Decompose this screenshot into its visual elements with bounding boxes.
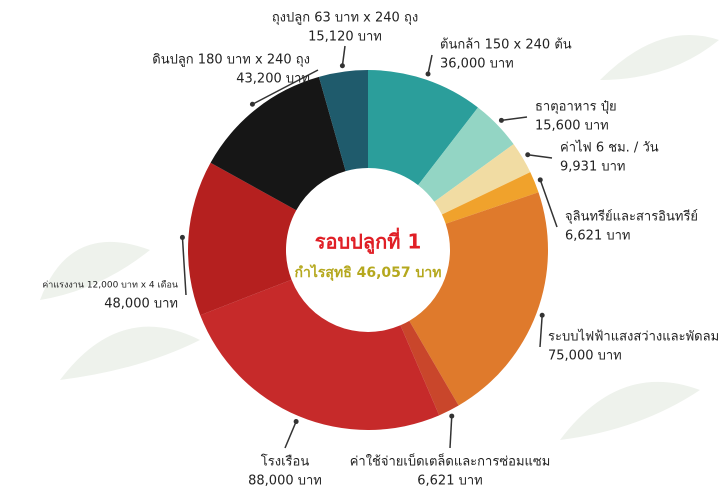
segment-label: ต้นกล้า 150 x 240 ต้น: [440, 38, 572, 53]
leader-dot: [294, 419, 299, 424]
leader-dot: [340, 63, 345, 68]
segment-value: 88,000 บาท: [248, 474, 322, 489]
segment-label: ธาตุอาหาร ปุ๋ย: [535, 100, 617, 115]
leader-line: [342, 46, 345, 66]
leader-line: [501, 117, 527, 120]
segment-value: 43,200 บาท: [236, 72, 310, 87]
leader-line: [428, 55, 432, 74]
segment-label: จุลินทรีย์และสารอินทรีย์: [565, 209, 698, 225]
leader-dot: [538, 177, 543, 182]
center-title: รอบปลูกที่ 1: [315, 227, 422, 256]
leader-line: [285, 422, 296, 448]
segment-label: ถุงปลูก 63 บาท x 240 ถุง: [272, 11, 418, 26]
leader-dot: [250, 102, 255, 107]
segment-label: ระบบไฟฟ้าแสงสว่างและพัดลม: [548, 329, 719, 345]
leader-dot: [540, 313, 545, 318]
chart: ต้นกล้า 150 x 240 ต้น 36,000 บาทธาตุอาหาร…: [0, 0, 719, 494]
donut-segment: [200, 280, 439, 430]
leader-line: [540, 315, 542, 347]
leader-dot: [180, 235, 185, 240]
segment-value: 6,621 บาท: [417, 474, 482, 489]
leader-dot: [499, 118, 504, 123]
segment-value: 6,621 บาท: [565, 229, 630, 244]
segment-value: 15,600 บาท: [535, 119, 609, 134]
leader-line: [182, 237, 186, 295]
leader-dot: [525, 152, 530, 157]
segment-label: โรงเรือน: [261, 454, 310, 470]
leader-dot: [426, 71, 431, 76]
center-subtitle: กำไรสุทธิ 46,057 บาท: [295, 263, 442, 281]
segment-value: 36,000 บาท: [440, 57, 514, 72]
segment-label: ค่าไฟ 6 ชม. / วัน: [560, 140, 659, 156]
segment-value: 48,000 บาท: [104, 297, 178, 312]
leader-dot: [449, 414, 454, 419]
leader-line: [450, 416, 452, 448]
segment-label: ค่าใช้จ่ายเบ็ดเตล็ดและการซ่อมแซม: [350, 452, 551, 470]
segment-value: 9,931 บาท: [560, 160, 625, 175]
leader-line: [528, 155, 552, 158]
segment-label: ดินปลูก 180 บาท x 240 ถุง: [152, 53, 310, 68]
segment-value: 75,000 บาท: [548, 349, 622, 364]
segment-label: ค่าแรงงาน 12,000 บาท x 4 เดือน: [42, 280, 178, 291]
segment-value: 15,120 บาท: [308, 30, 382, 45]
